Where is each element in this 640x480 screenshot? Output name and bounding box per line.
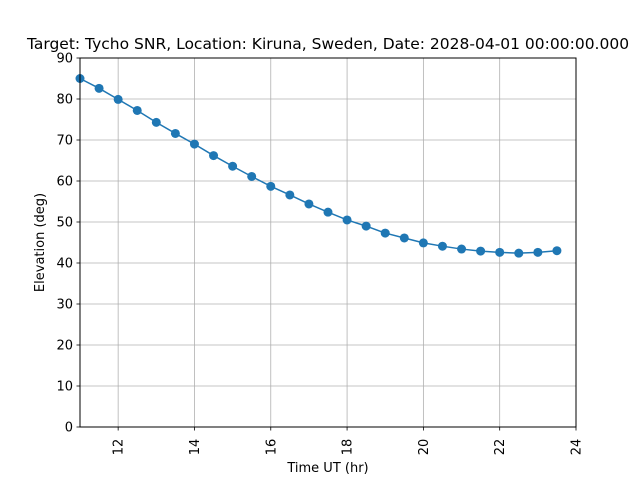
data-point	[533, 247, 543, 257]
data-point	[304, 199, 314, 209]
y-tick-label: 30	[56, 298, 73, 313]
y-tick-label: 70	[56, 134, 73, 149]
y-tick-label: 90	[56, 52, 73, 67]
data-point	[228, 161, 238, 171]
data-point	[151, 117, 161, 127]
data-point	[209, 151, 219, 161]
data-point	[170, 128, 180, 138]
y-tick-label: 0	[65, 421, 73, 436]
data-point	[552, 246, 562, 256]
x-tick-label: 12	[112, 439, 127, 456]
data-point	[323, 207, 333, 217]
data-point	[247, 171, 257, 181]
y-tick-label: 50	[56, 216, 73, 231]
data-point	[113, 94, 123, 104]
data-point	[285, 190, 295, 200]
data-point	[380, 228, 390, 238]
plot-frame	[79, 57, 577, 428]
y-tick-label: 40	[56, 257, 73, 272]
data-point	[266, 181, 276, 191]
x-tick-label: 18	[341, 439, 356, 456]
data-point	[514, 248, 524, 258]
y-tick-label: 20	[56, 339, 73, 354]
x-tick-label: 16	[264, 439, 279, 456]
x-tick-label: 20	[417, 439, 432, 456]
data-point	[437, 241, 447, 251]
y-tick-label: 60	[56, 175, 73, 190]
x-tick-label: 24	[570, 439, 585, 456]
data-point	[418, 238, 428, 248]
data-point	[94, 83, 104, 93]
y-tick-label: 80	[56, 93, 73, 108]
data-point	[476, 246, 486, 256]
data-point	[189, 139, 199, 149]
elevation-series	[75, 74, 562, 258]
x-tick-label: 22	[493, 439, 508, 456]
data-point	[495, 247, 505, 257]
data-point	[457, 244, 467, 254]
x-axis: 12 14 16 18 20 22 24	[112, 427, 585, 455]
x-tick-label: 14	[188, 439, 203, 456]
grid-lines	[80, 57, 577, 428]
data-point	[361, 221, 371, 231]
x-axis-label: Time UT (hr)	[286, 461, 368, 476]
data-point	[342, 215, 352, 225]
data-point	[399, 233, 409, 243]
data-point	[132, 105, 142, 115]
chart-title: Target: Tycho SNR, Location: Kiruna, Swe…	[26, 35, 629, 53]
y-tick-label: 10	[56, 380, 73, 395]
y-axis-label: Elevation (deg)	[33, 193, 48, 292]
y-axis: 0 10 20 30 40 50 60 70 80 90	[56, 52, 80, 436]
series-line	[79, 77, 557, 254]
